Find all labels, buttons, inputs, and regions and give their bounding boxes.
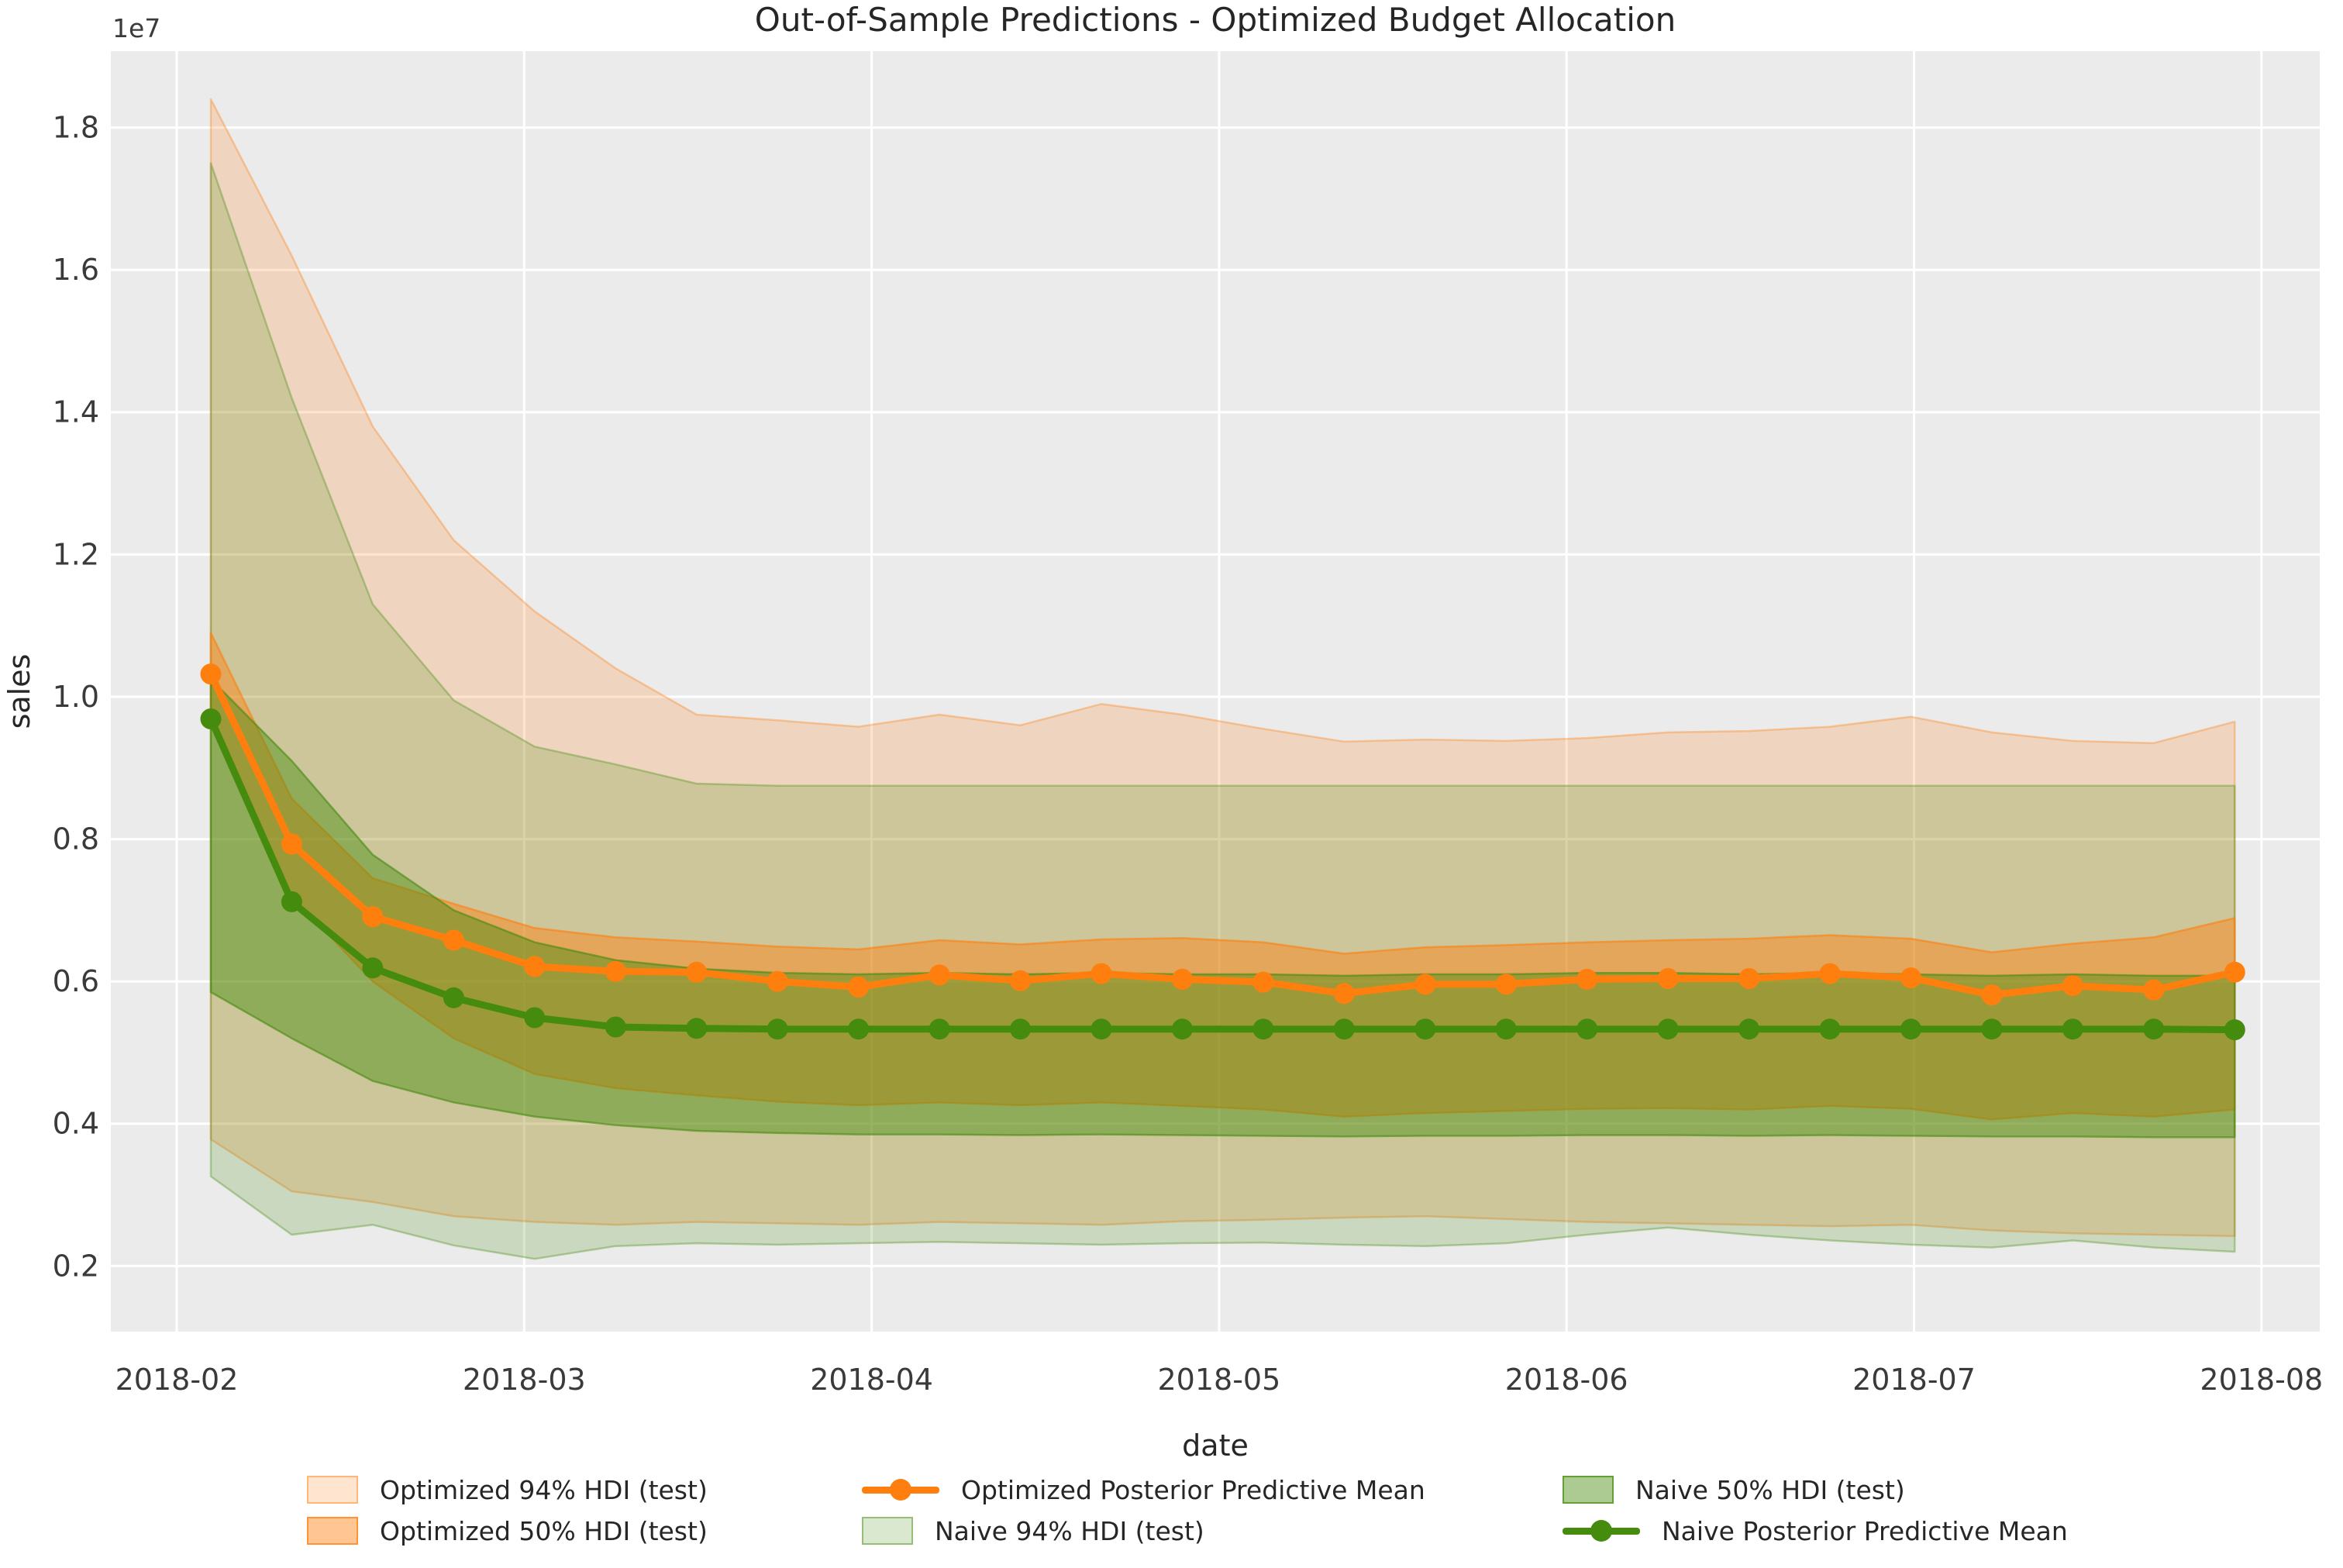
naive-mean-point <box>1252 1018 1274 1040</box>
naive-mean-point <box>1414 1018 1436 1040</box>
optimized-mean-point <box>1900 967 1921 989</box>
naive-mean-point <box>848 1018 870 1040</box>
naive-mean-point <box>2224 1019 2245 1041</box>
optimized-mean-point <box>1738 968 1760 989</box>
y-tick-label: 1.0 <box>53 680 99 714</box>
naive-mean-point <box>686 1018 708 1039</box>
y-tick-label: 0.2 <box>53 1249 99 1283</box>
naive-mean-point <box>1981 1018 2003 1040</box>
optimized-mean-point <box>605 960 626 982</box>
naive-mean-point <box>281 891 302 912</box>
optimized-mean-point <box>848 977 870 998</box>
y-tick-label: 0.4 <box>53 1107 99 1141</box>
chart-canvas: 2018-02 2018-03 2018-04 2018-05 2018-06 2018-… <box>53 51 2323 1397</box>
optimized-mean-point <box>1819 963 1841 984</box>
optimized-mean-point <box>443 929 464 951</box>
optimized-mean-line <box>207 670 2238 999</box>
naive-mean-point <box>1171 1018 1193 1040</box>
y-tick-label: 1.4 <box>53 395 99 429</box>
naive-mean-point <box>2062 1018 2083 1040</box>
optimized-mean-point <box>1010 970 1031 991</box>
naive-mean-point <box>1495 1018 1517 1040</box>
naive-mean-point <box>2143 1018 2165 1040</box>
optimized-mean-point <box>524 956 546 977</box>
optimized-mean-point <box>1981 984 2003 1006</box>
optimized-mean-point <box>1091 963 1112 984</box>
band-naive-94-hdi-test- <box>209 162 2236 1260</box>
x-tick-label: 2018-02 <box>115 1363 239 1397</box>
y-tick-label: 0.8 <box>53 822 99 856</box>
y-tick-label: 0.6 <box>53 964 99 998</box>
plot-background <box>111 51 2320 1332</box>
x-axis-label: date <box>1182 1428 1249 1463</box>
chart-title: Out-of-Sample Predictions - Optimized Bu… <box>755 1 1676 39</box>
naive-mean-point <box>1738 1018 1760 1040</box>
x-tick-label: 2018-05 <box>1158 1363 1281 1397</box>
band-naive-50-hdi-test- <box>209 677 2236 1139</box>
optimized-mean-point <box>686 961 708 983</box>
naive-mean-point <box>443 987 464 1008</box>
naive-mean-line <box>207 715 2238 1034</box>
optimized-mean-point <box>1657 968 1679 989</box>
x-tick-label: 2018-07 <box>1852 1363 1976 1397</box>
optimized-mean-point <box>1576 968 1598 990</box>
optimized-mean-point <box>362 906 384 928</box>
optimized-mean-point <box>1414 974 1436 995</box>
naive-mean-point <box>1819 1018 1841 1040</box>
optimized-mean-point <box>767 970 788 992</box>
optimized-mean-point <box>1171 968 1193 990</box>
y-axis-label: sales <box>2 654 36 729</box>
naive-mean-point <box>362 957 384 979</box>
y-tick-label: 1.8 <box>53 111 99 145</box>
naive-mean-point <box>200 708 222 729</box>
naive-mean-point <box>1333 1018 1355 1040</box>
naive-mean-point <box>1576 1018 1598 1040</box>
optimized-mean-point <box>2062 975 2083 997</box>
optimized-mean-point <box>1495 974 1517 995</box>
band-optimized-94-hdi-test- <box>209 98 2236 1238</box>
optimized-mean-point <box>1333 983 1355 1005</box>
x-tick-label: 2018-08 <box>2200 1363 2323 1397</box>
naive-mean-point <box>1010 1018 1031 1040</box>
optimized-mean-point <box>281 833 302 855</box>
naive-mean-point <box>929 1018 950 1040</box>
y-axis-offset-label: 1e7 <box>112 13 160 43</box>
naive-mean-point <box>524 1007 546 1029</box>
optimized-mean-point <box>2224 961 2245 983</box>
naive-mean-point <box>1900 1018 1921 1040</box>
optimized-mean-point <box>2143 979 2165 1001</box>
y-tick-label: 1.6 <box>53 253 99 287</box>
optimized-mean-point <box>200 663 222 685</box>
x-tick-label: 2018-06 <box>1505 1363 1628 1397</box>
optimized-mean-point <box>929 964 950 986</box>
naive-mean-point <box>605 1016 626 1038</box>
x-tick-label: 2018-04 <box>810 1363 933 1397</box>
naive-mean-point <box>1091 1018 1112 1040</box>
naive-mean-point <box>1657 1018 1679 1040</box>
y-tick-label: 1.2 <box>53 537 99 571</box>
naive-mean-point <box>767 1018 788 1040</box>
x-tick-label: 2018-03 <box>463 1363 586 1397</box>
optimized-mean-point <box>1252 971 1274 993</box>
